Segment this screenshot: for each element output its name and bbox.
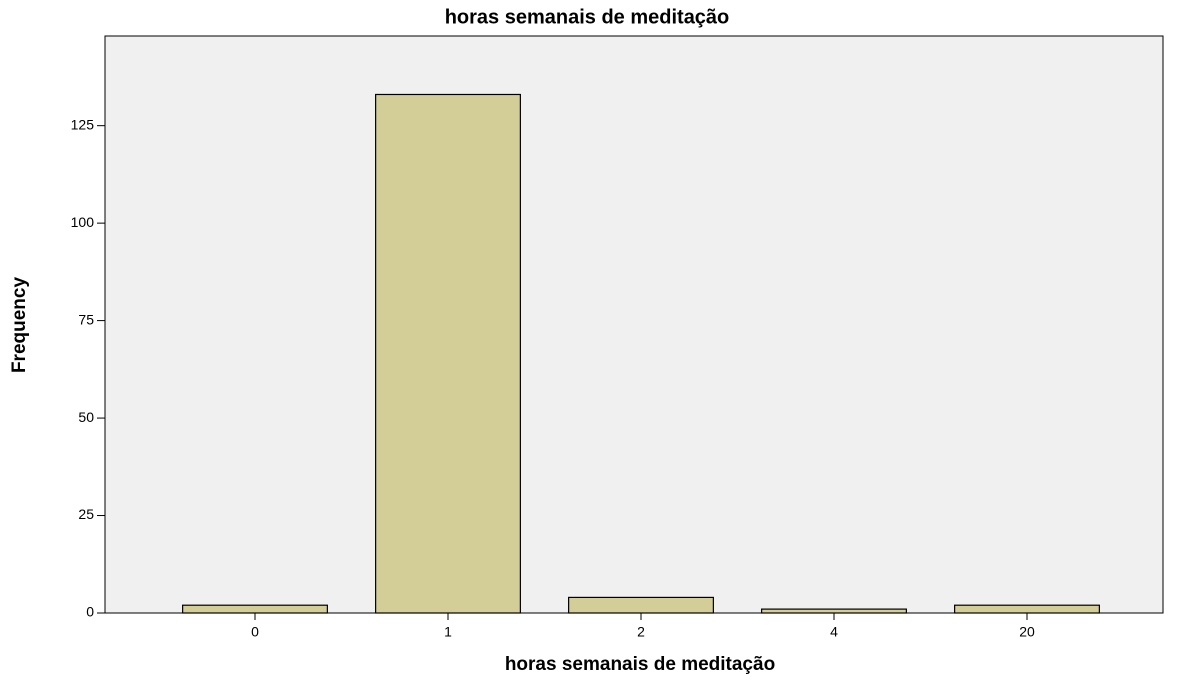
y-tick-label: 0 bbox=[86, 604, 94, 620]
bar bbox=[182, 604, 328, 614]
bar bbox=[568, 596, 714, 614]
bar bbox=[954, 604, 1100, 614]
chart-title: horas semanais de meditação bbox=[445, 6, 730, 28]
y-tick-label: 75 bbox=[78, 311, 94, 327]
y-tick-label: 50 bbox=[78, 409, 94, 425]
y-axis-title: Frequency bbox=[9, 277, 30, 374]
x-tick-label: 20 bbox=[1019, 624, 1035, 640]
bar bbox=[375, 93, 521, 614]
y-tick-label: 25 bbox=[78, 506, 94, 522]
x-axis-title: horas semanais de meditação bbox=[505, 654, 775, 675]
x-tick-label: 4 bbox=[830, 624, 838, 640]
x-tick-label: 0 bbox=[251, 624, 259, 640]
y-tick-label: 125 bbox=[71, 116, 95, 132]
x-tick-label: 2 bbox=[637, 624, 645, 640]
y-tick-label: 100 bbox=[71, 214, 95, 230]
x-tick-label: 1 bbox=[444, 624, 452, 640]
plot-area bbox=[104, 35, 1164, 614]
bar bbox=[761, 608, 907, 614]
